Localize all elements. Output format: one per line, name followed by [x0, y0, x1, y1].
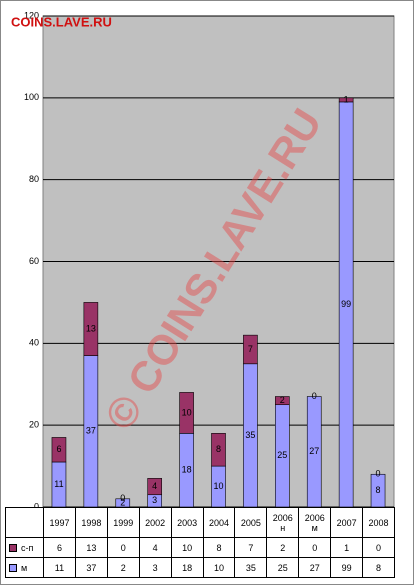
legend-swatch [9, 564, 17, 573]
legend-swatch [9, 544, 17, 553]
value-label: 8 [376, 485, 381, 495]
table-value: 37 [74, 557, 108, 578]
value-label: 4 [152, 481, 157, 491]
bar-segment [211, 433, 226, 467]
value-label: 35 [245, 430, 255, 440]
value-label: 0 [120, 493, 125, 503]
y-tick-label: 40 [29, 338, 39, 348]
value-label: 2 [120, 497, 125, 507]
table-value: 7 [234, 537, 268, 558]
table-value: 8 [202, 537, 236, 558]
table-value: 3 [138, 557, 172, 578]
category-row: 1997 1998 1999 2002 2003 2004 2005 2006 н 2006 м… [5, 507, 395, 538]
value-label: 6 [56, 444, 61, 454]
value-label: 27 [309, 446, 319, 456]
y-tick-label: 60 [29, 256, 39, 266]
category-label: 2003 [170, 507, 204, 538]
bar-segment [179, 392, 194, 434]
y-tick-label: 0 [34, 501, 39, 507]
table-value: 6 [43, 537, 76, 558]
bar-segment [243, 334, 258, 365]
value-label: 37 [86, 426, 96, 436]
legend-cell: м [5, 557, 44, 578]
y-tick-label: 100 [24, 92, 39, 102]
table-value: 0 [106, 537, 140, 558]
legend-label: м [21, 562, 28, 573]
table-value: 13 [74, 537, 108, 558]
category-label: 1997 [43, 507, 76, 538]
value-label: 3 [152, 495, 157, 505]
category-label: 2006 н [266, 507, 300, 538]
legend-cell: с-п [5, 537, 44, 558]
bar-segment [51, 437, 67, 463]
table-value: 0 [362, 537, 395, 558]
value-label: 8 [216, 444, 221, 454]
table-value: 11 [43, 557, 76, 578]
table-value: 2 [106, 557, 140, 578]
table-value: 27 [298, 557, 332, 578]
table-value: 0 [298, 537, 332, 558]
value-label: 0 [312, 391, 317, 401]
table-value: 10 [202, 557, 236, 578]
table-value: 10 [170, 537, 204, 558]
category-label: 2002 [138, 507, 172, 538]
bar-segment [83, 302, 99, 356]
table-value: 99 [330, 557, 364, 578]
y-tick-label: 20 [29, 420, 39, 430]
value-label: 11 [54, 479, 63, 489]
y-tick-label: 120 [24, 10, 39, 20]
data-table: 1997 1998 1999 2002 2003 2004 2005 2006 н 2006 м… [5, 507, 395, 578]
category-label: 1999 [106, 507, 140, 538]
table-corner [5, 507, 44, 538]
value-label: 0 [376, 469, 381, 479]
value-label: 10 [213, 481, 223, 491]
category-label: 2008 [362, 507, 395, 538]
value-label: 1 [344, 94, 349, 104]
series-row: с-п 6 13 0 4 10 8 7 2 0 1 0 [5, 537, 395, 558]
value-label: 7 [248, 344, 253, 354]
bar-segment [338, 97, 354, 103]
category-label: 2005 [234, 507, 268, 538]
bar-segment [275, 396, 290, 406]
series-row: м 11 37 2 3 18 10 35 25 27 99 8 [5, 557, 395, 578]
value-label: 18 [182, 465, 192, 475]
bar-segment [115, 498, 131, 507]
value-label: 25 [277, 450, 287, 460]
category-label: 2007 [330, 507, 364, 538]
bar-segment [147, 478, 162, 496]
watermark-text: COINS.LAVE.RU [11, 14, 112, 29]
table-value: 35 [234, 557, 268, 578]
value-label: 13 [86, 323, 96, 333]
table-value: 25 [266, 557, 300, 578]
table-value: 4 [138, 537, 172, 558]
y-tick-label: 80 [29, 174, 39, 184]
value-label: 99 [341, 299, 351, 309]
value-label: 2 [280, 395, 285, 405]
category-label: 2004 [202, 507, 236, 538]
value-label: 10 [182, 407, 192, 417]
legend-label: с-п [21, 542, 34, 553]
table-value: 8 [362, 557, 395, 578]
category-label: 2006 м [298, 507, 332, 538]
table-value: 18 [170, 557, 204, 578]
table-value: 2 [266, 537, 300, 558]
table-value: 1 [330, 537, 364, 558]
category-label: 1998 [74, 507, 108, 538]
